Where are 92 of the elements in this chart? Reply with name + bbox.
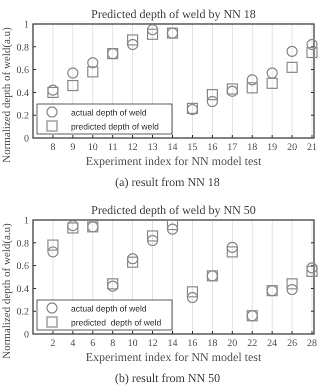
y-tick-label: 0.6 [16, 65, 29, 76]
point [226, 242, 238, 253]
point [306, 266, 318, 277]
point [166, 224, 178, 235]
x-tick-label: 10 [128, 338, 138, 349]
point [146, 230, 158, 242]
x-tick-label: 9 [70, 142, 76, 153]
point [226, 246, 238, 258]
y-tick-label: 0.6 [16, 261, 29, 272]
point [266, 78, 278, 89]
y-axis-title: Normalized depth of weld(a.u) [1, 222, 13, 359]
point [107, 280, 118, 292]
point [87, 57, 98, 68]
x-tick-label: 16 [207, 142, 218, 153]
x-tick-label: 12 [128, 142, 138, 153]
point [306, 38, 318, 50]
x-tick-label: 24 [267, 338, 278, 349]
point [246, 82, 258, 94]
x-tick-label: 16 [187, 338, 198, 349]
point [127, 38, 138, 50]
point [47, 239, 59, 251]
x-tick-label: 14 [168, 142, 178, 153]
x-tick-label: 20 [287, 142, 298, 153]
y-axis-title: Normalized depth of weld(a.u) [1, 26, 13, 163]
legend-label: actual depth of weld [71, 304, 147, 314]
x-tick-label: 14 [168, 338, 178, 349]
legend-label: actual depth of weld [71, 108, 147, 118]
x-tick-label: 21 [307, 142, 318, 153]
point [127, 253, 138, 264]
point [146, 234, 158, 246]
x-tick-label: 8 [110, 338, 116, 349]
x-tick-label: 8 [50, 142, 56, 153]
point [127, 34, 138, 46]
point [166, 218, 178, 230]
point [266, 67, 278, 79]
y-tick-label: 0.8 [16, 238, 29, 250]
point [146, 28, 158, 40]
x-tick-label: 26 [287, 338, 298, 349]
legend-label: predicted depth of weld [71, 122, 160, 132]
point [306, 262, 318, 274]
x-tick-label: 13 [148, 142, 158, 153]
x-axis-title: Experiment index for NN model test [86, 350, 262, 364]
y-tick-label: 1 [24, 20, 29, 30]
point [286, 278, 298, 290]
x-axis-title: Experiment index for NN model test [86, 154, 262, 168]
x-tick-label: 6 [90, 338, 96, 349]
point [306, 46, 318, 58]
y-tick-label: 0.2 [16, 110, 29, 122]
x-tick-label: 22 [247, 338, 258, 349]
y-tick-label: 0 [24, 134, 29, 144]
text: (b) result from NN 50 [114, 371, 220, 385]
legend-label: predicted depth of weld [71, 318, 162, 328]
x-tick-label: 18 [207, 338, 218, 349]
point [206, 96, 218, 108]
chart-title: Predicted depth of weld by NN 50 [91, 203, 256, 217]
y-tick-label: 1 [24, 216, 29, 226]
point [67, 222, 78, 234]
point [226, 83, 238, 95]
y-tick-label: 0.4 [16, 88, 29, 99]
point [226, 86, 238, 97]
x-tick-label: 11 [108, 142, 118, 153]
point [206, 89, 218, 100]
point [286, 284, 298, 296]
x-tick-label: 28 [307, 338, 318, 349]
point [67, 220, 78, 232]
x-tick-label: 4 [70, 338, 76, 349]
point [146, 24, 158, 36]
y-tick-label: 0.2 [16, 306, 29, 318]
point [87, 66, 98, 78]
point [246, 74, 258, 86]
text: (a) result from NN 18 [115, 175, 220, 189]
y-tick-label: 0.4 [16, 284, 29, 295]
x-tick-label: 2 [50, 338, 56, 349]
x-tick-label: 18 [247, 142, 258, 153]
point [67, 67, 78, 79]
y-tick-label: 0 [24, 330, 29, 340]
point [286, 62, 298, 73]
point [186, 286, 198, 298]
point [186, 292, 198, 304]
point [107, 278, 118, 290]
y-tick-label: 0.8 [16, 42, 29, 54]
point [47, 246, 59, 258]
point [127, 256, 138, 268]
point [286, 46, 298, 57]
x-tick-label: 19 [267, 142, 278, 153]
point [67, 80, 78, 92]
x-tick-label: 20 [227, 338, 238, 349]
x-tick-label: 10 [88, 142, 98, 153]
x-tick-label: 15 [187, 142, 198, 153]
x-tick-label: 17 [227, 142, 238, 153]
chart-title: Predicted depth of weld by NN 18 [91, 7, 256, 21]
x-tick-label: 12 [148, 338, 158, 349]
